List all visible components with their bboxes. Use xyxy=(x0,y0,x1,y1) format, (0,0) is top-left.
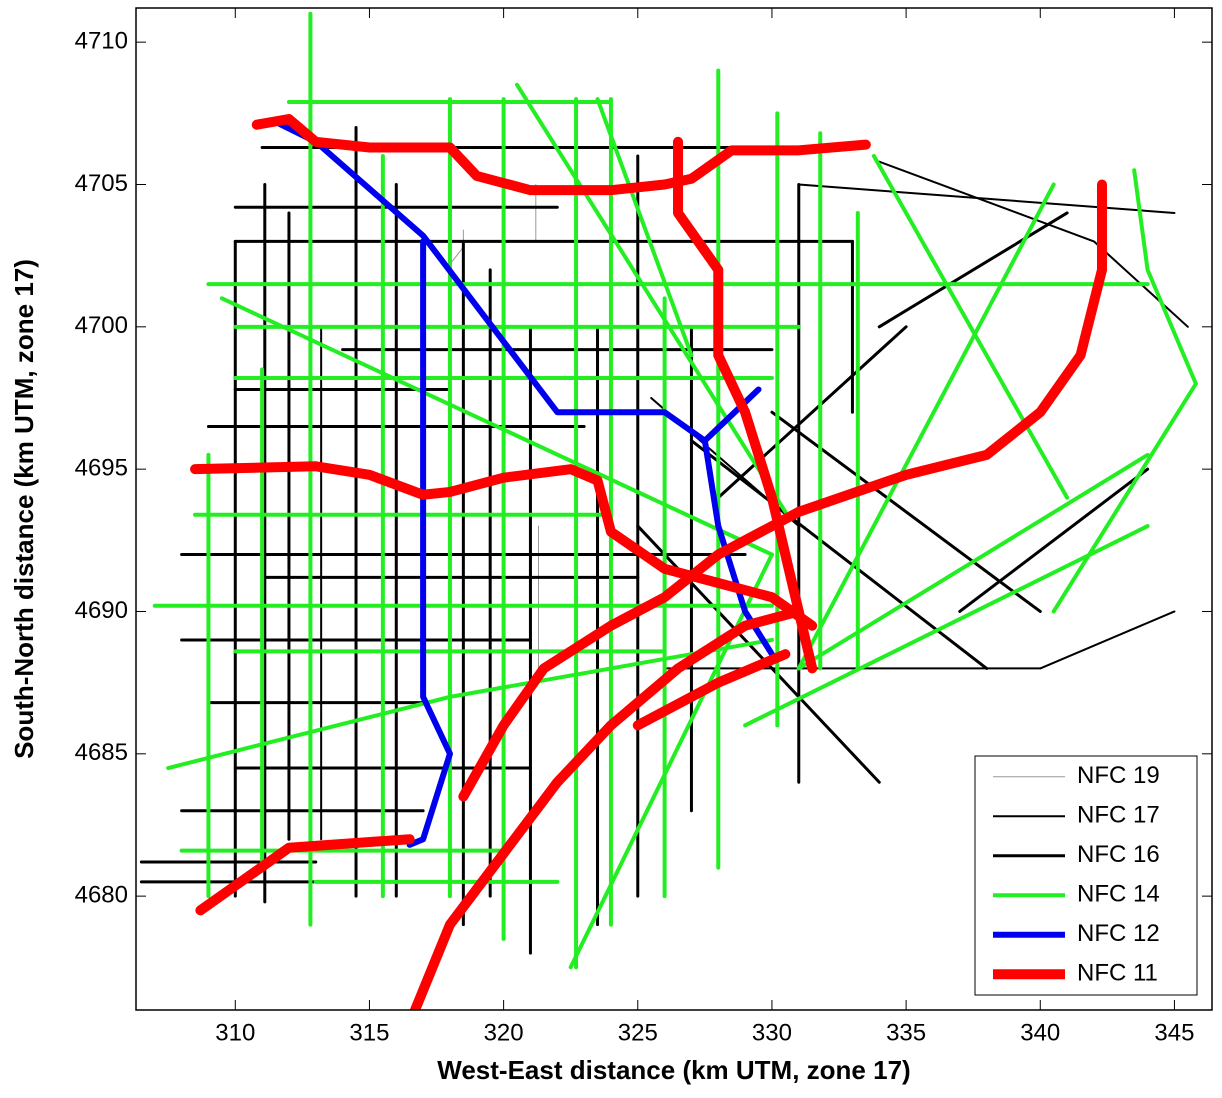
x-tick-label: 345 xyxy=(1154,1019,1194,1046)
x-tick-label: 320 xyxy=(484,1019,524,1046)
road xyxy=(799,184,1175,212)
x-axis-label: West-East distance (km UTM, zone 17) xyxy=(437,1055,910,1085)
legend-label: NFC 11 xyxy=(1077,960,1158,987)
road xyxy=(1040,611,1174,668)
x-tick-label: 325 xyxy=(618,1019,658,1046)
y-axis-label: South-North distance (km UTM, zone 17) xyxy=(9,259,39,759)
road xyxy=(571,555,772,968)
x-tick-label: 340 xyxy=(1020,1019,1060,1046)
y-tick-label: 4680 xyxy=(75,881,128,908)
road xyxy=(874,156,1067,498)
y-tick-label: 4710 xyxy=(75,28,128,55)
x-tick-label: 330 xyxy=(752,1019,792,1046)
legend-label: NFC 12 xyxy=(1077,920,1160,947)
road xyxy=(410,241,450,844)
y-tick-label: 4705 xyxy=(75,170,128,197)
road xyxy=(799,455,1148,668)
x-tick-label: 315 xyxy=(349,1019,389,1046)
road xyxy=(276,122,759,441)
road xyxy=(879,213,1067,327)
y-tick-label: 4685 xyxy=(75,739,128,766)
legend-label: NFC 16 xyxy=(1077,841,1160,868)
road xyxy=(450,230,463,264)
road xyxy=(1054,170,1196,611)
road xyxy=(638,526,879,782)
x-tick-label: 335 xyxy=(886,1019,926,1046)
y-tick-label: 4700 xyxy=(75,312,128,339)
legend-label: NFC 19 xyxy=(1077,762,1160,789)
x-tick-label: 310 xyxy=(215,1019,255,1046)
legend-label: NFC 14 xyxy=(1077,881,1160,908)
y-tick-label: 4690 xyxy=(75,597,128,624)
legend-label: NFC 17 xyxy=(1077,802,1160,829)
chart: West-East distance (km UTM, zone 17) Sou… xyxy=(0,0,1222,1093)
y-tick-label: 4695 xyxy=(75,454,128,481)
